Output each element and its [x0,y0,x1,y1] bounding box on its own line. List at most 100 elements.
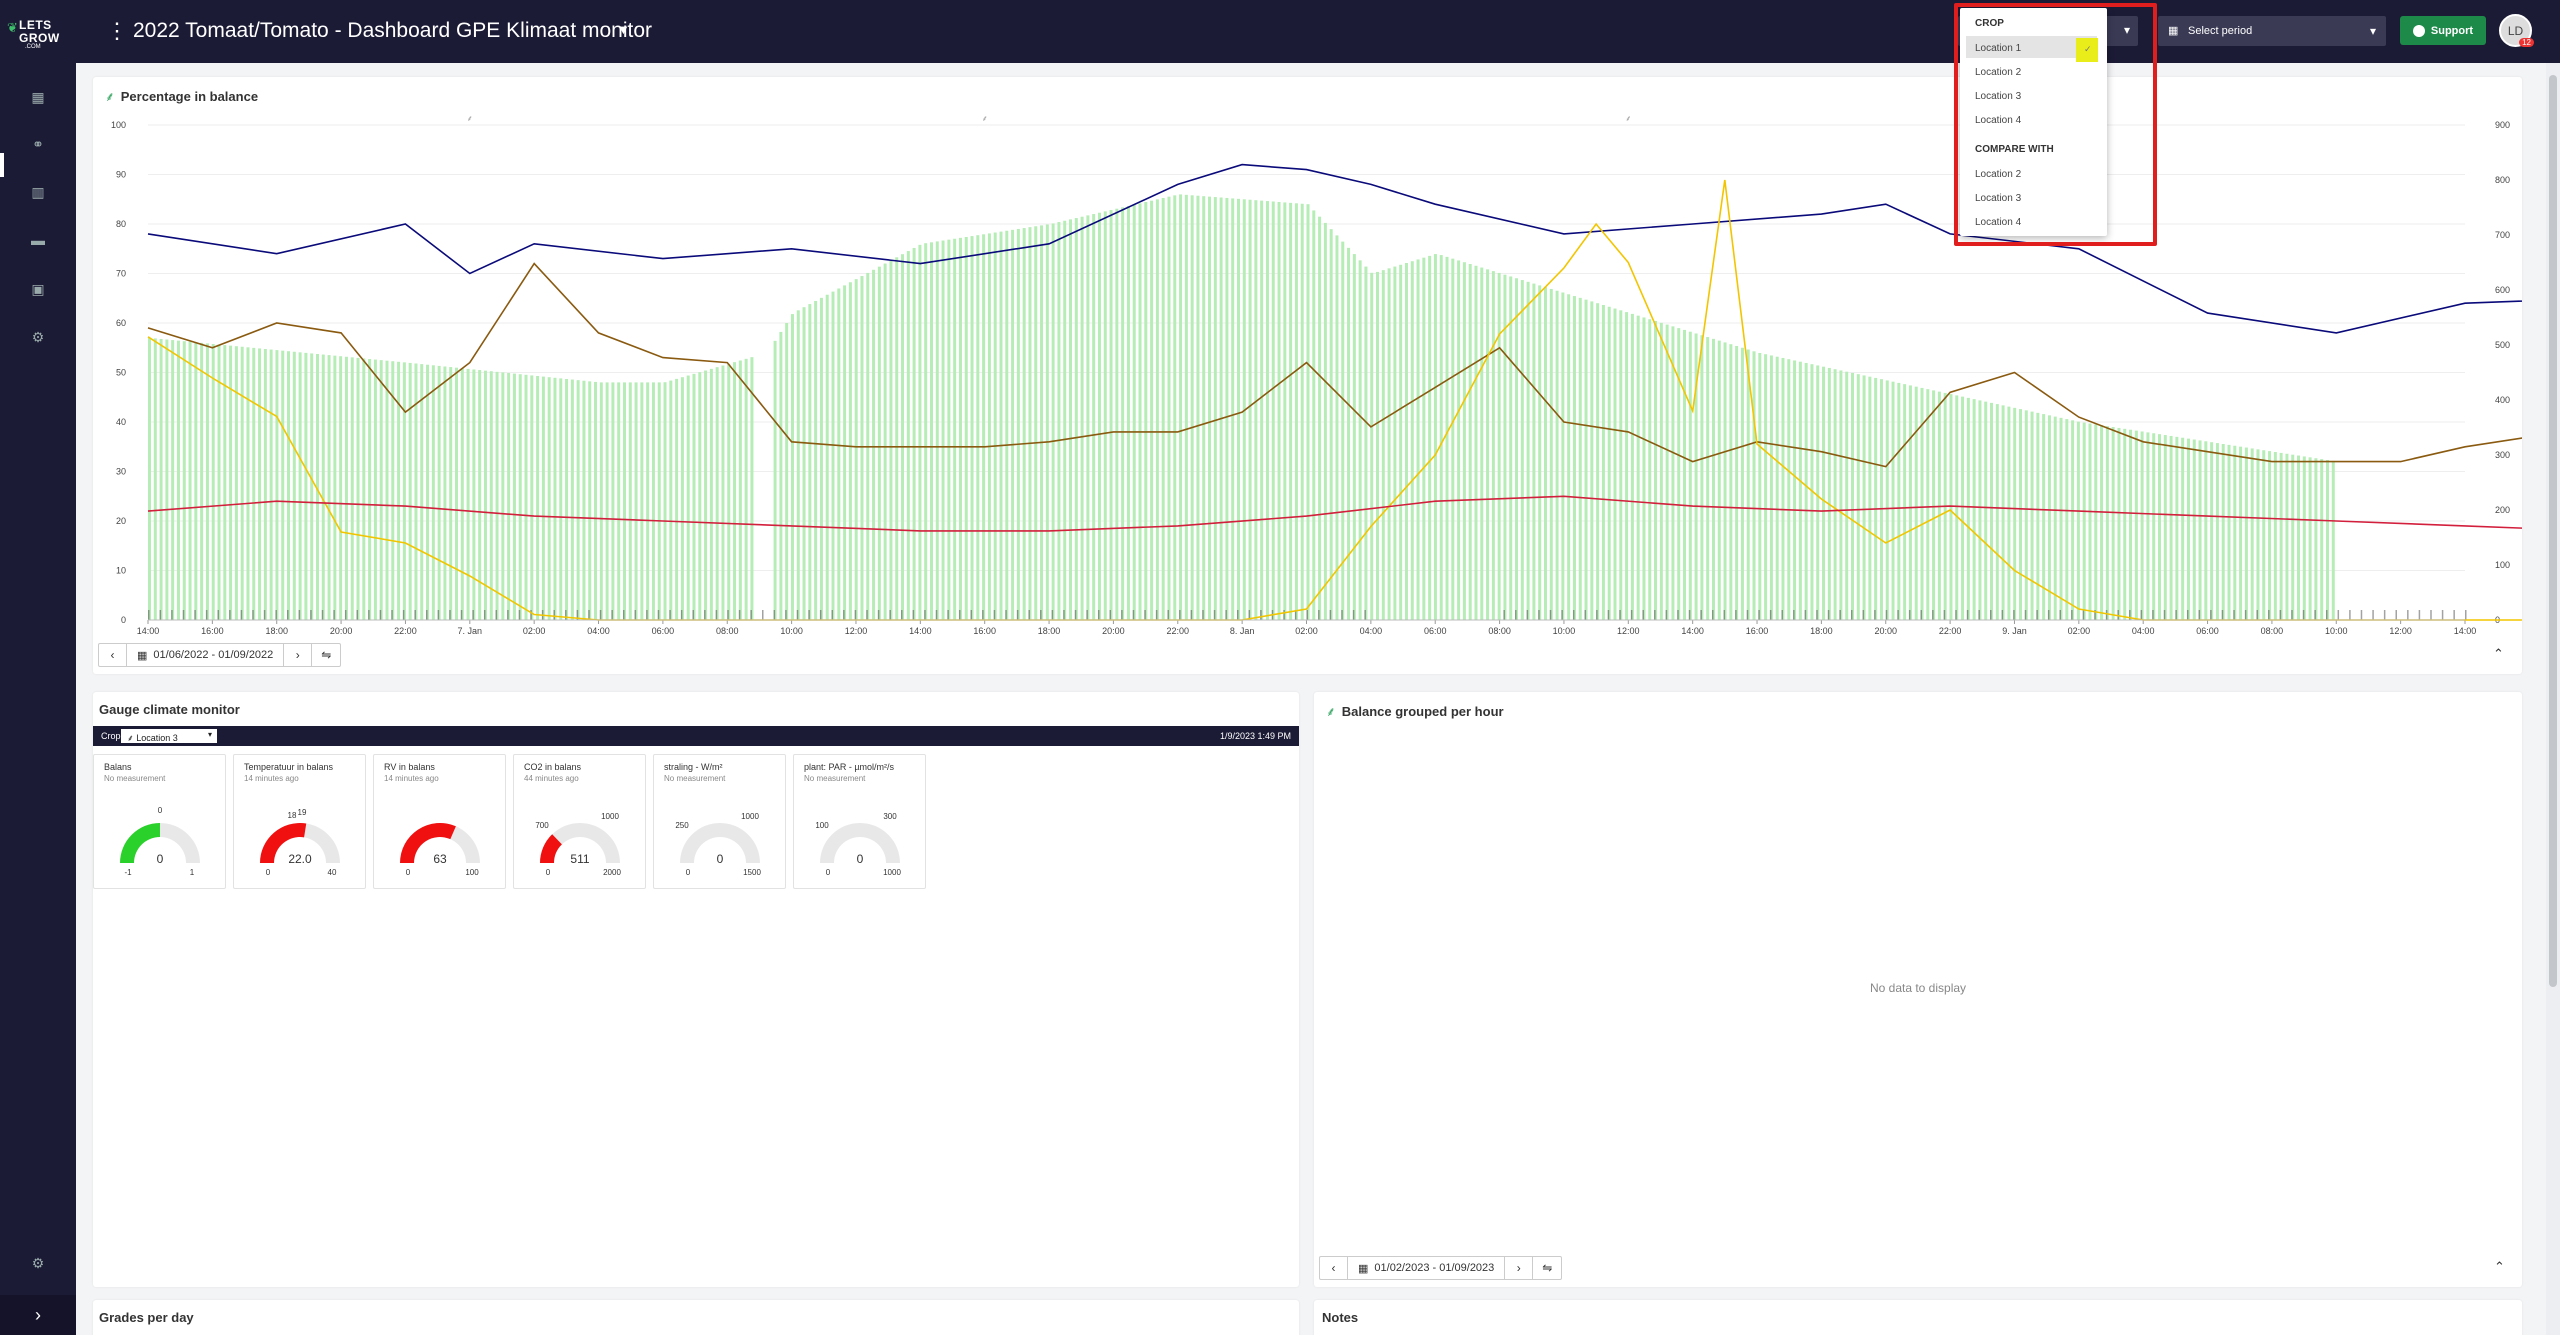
letsgrow-logo[interactable]: ❦ LETS GROW .COM [7,16,71,50]
balance-bar [1289,202,1293,620]
network-icon[interactable]: ⚭ [32,136,44,152]
map-icon[interactable]: ▥ [31,184,45,200]
user-avatar[interactable]: LD 12 [2499,14,2534,47]
balance-bar [733,362,737,620]
dashboard-title[interactable]: 2022 Tomaat/Tomato - Dashboard GPE Klima… [133,19,653,42]
event-marker [1897,610,1899,620]
balance-bar [663,382,667,620]
crop-option-location-1[interactable]: Location 1 ✓ [1966,36,2098,62]
balance-bar [918,244,922,621]
balance-bar [1827,367,1831,620]
gauge-min: 0 [686,868,691,877]
gauge-track [540,823,620,863]
next-period-button[interactable]: › [284,644,313,666]
title-dropdown-icon[interactable]: ▼ [617,22,630,37]
prev-period-button[interactable]: ‹ [99,644,127,666]
balance-bar [414,363,418,620]
balance-bar [808,304,812,620]
crop-option-location-2[interactable]: Location 2 [1966,60,2097,82]
event-marker [182,610,185,620]
balance-bar [1509,276,1513,620]
x-tick-label: 10:00 [1553,626,1576,636]
event-marker [2047,610,2050,620]
gauge-tile[interactable]: Temperatuur in balans 14 minutes ago 22.0 0… [233,754,366,889]
settings-icon[interactable]: ⚙ [31,1255,45,1271]
sync-icon[interactable]: ⇋ [1542,1261,1553,1275]
balance-bar [1486,269,1490,620]
date-range-button[interactable]: ▦ 01/06/2022 - 01/09/2022 [127,644,285,666]
x-tick-label: 8. Jan [1230,626,1255,636]
balance-bar [1161,198,1165,620]
x-tick-label: 08:00 [716,626,739,636]
compare-option-location-4[interactable]: Location 4 [1966,210,2097,232]
balance-chart[interactable]: 0102030405060708090100010020030040050060… [93,77,2522,674]
dashboard-icon[interactable]: ▦ [31,89,45,105]
next-period-button[interactable]: › [1505,1257,1534,1279]
balance-bar [843,285,847,620]
event-marker [2221,610,2224,620]
sync-icon[interactable]: ⇋ [321,648,332,662]
event-marker [588,610,590,620]
event-marker [819,610,822,620]
event-marker [2441,610,2444,620]
series-line-brown [147,262,2522,468]
support-button[interactable]: Support [2400,16,2486,45]
crop-option-location-4[interactable]: Location 4 [1966,108,2097,130]
balance-bar [1740,347,1744,620]
balance-bar [2297,455,2301,620]
event-marker [1074,610,1077,620]
event-marker [970,610,973,620]
gauge-marker: 100 [815,821,829,830]
balance-bar [483,370,487,620]
event-marker [229,610,231,620]
more-options-icon[interactable]: ⋮ [106,18,128,43]
balance-bar [2042,414,2046,620]
balance-bar [356,357,360,620]
collapse-icon[interactable]: ⌃ [2494,1259,2505,1274]
balance-bar [889,260,893,620]
gauge-tile[interactable]: RV in balans 14 minutes ago 63 0 100 [373,754,506,889]
date-range-button[interactable]: ▦ 01/02/2023 - 01/09/2023 [1348,1257,1506,1279]
balance-bar [2094,424,2098,620]
gauge-tile[interactable]: CO2 in balans 44 minutes ago 511 0 2000 700 10… [513,754,646,889]
collapse-icon[interactable]: ⌃ [2493,646,2504,661]
crop-option-location-3[interactable]: Location 3 [1966,84,2097,106]
balance-bar [1462,262,1466,620]
compare-option-location-3[interactable]: Location 3 [1966,186,2097,208]
gauge-value: 511 [570,852,589,866]
balance-bar [1955,395,1959,620]
folder-icon[interactable]: ▬ [31,232,45,248]
event-marker [2337,610,2340,620]
gauge-tile[interactable]: straling - W/m² No measurement 0 0 1500 250 10… [653,754,786,889]
period-select[interactable]: ▦ Select period ▾ [2158,16,2386,46]
event-marker [171,610,173,620]
prev-period-button[interactable]: ‹ [1320,1257,1348,1279]
y-right-tick: 600 [2495,285,2510,295]
event-marker [333,610,335,620]
user-settings-icon[interactable]: ⚙ [31,329,45,345]
balance-bar [1457,260,1461,620]
gauge-dial: 0 -1 1 0 [120,806,200,877]
y-left-tick: 0 [121,615,126,625]
balance-bar [2279,452,2283,620]
event-marker [646,610,648,620]
balance-bar [802,307,806,620]
scrollbar-thumb[interactable] [2549,75,2557,987]
gauge-tile[interactable]: plant: PAR - µmol/m²/s No measurement 0 0 10… [793,754,926,889]
image-icon[interactable]: ▣ [31,281,45,297]
balance-bar [478,370,482,620]
gauge-climate-monitor-panel: Gauge climate monitor Crop ⸙ Location 3 ▾… [93,692,1299,1287]
gauge-track [680,823,760,863]
balance-bar [1184,194,1188,621]
expand-sidebar-icon[interactable]: › [0,1295,76,1335]
location-select[interactable]: ⸙ Location 3 ▾ [121,729,217,743]
panel-title: Notes [1322,1310,1359,1325]
event-marker [1932,610,1934,620]
gauge-tile[interactable]: Balans No measurement 0 -1 1 0 [93,754,226,889]
event-marker [507,610,509,620]
balance-bar [1775,356,1779,620]
page-scrollbar[interactable] [2546,63,2560,1335]
event-marker [2372,610,2374,620]
balance-bar [402,362,406,620]
compare-option-location-2[interactable]: Location 2 [1966,162,2097,184]
